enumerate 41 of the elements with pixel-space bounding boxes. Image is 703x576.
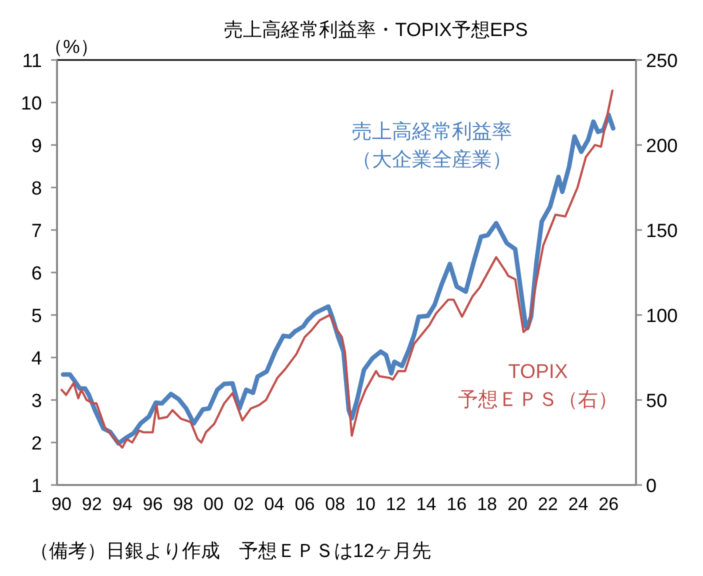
y-axis-title: （%）	[44, 37, 99, 58]
x-tick-label: 10	[355, 494, 376, 514]
x-tick-label: 90	[52, 494, 72, 514]
x-tick-label: 12	[386, 494, 406, 514]
x-tick-label: 14	[416, 494, 436, 514]
y2-tick-label: 100	[646, 306, 678, 327]
x-tick-label: 00	[204, 494, 224, 514]
y-tick-label: 3	[31, 391, 42, 412]
x-tick-label: 20	[507, 494, 528, 514]
y-tick-label: 6	[31, 264, 42, 284]
x-tick-label: 04	[264, 494, 284, 514]
y-tick-label: 10	[20, 94, 42, 114]
y-tick-label: 11	[22, 51, 42, 72]
x-tick-label: 16	[446, 494, 467, 514]
text: TOPIX予想ＥＰＳ（右）	[458, 361, 618, 411]
y2-tick-label: 200	[646, 136, 678, 157]
y-tick-label: 9	[31, 136, 42, 157]
x-tick-label: 94	[112, 494, 132, 514]
y-tick-label: 2	[31, 434, 42, 454]
text: 売上高経常利益率（大企業全産業）	[352, 120, 512, 171]
chart-title: 売上高経常利益率・TOPIX予想EPS	[224, 19, 528, 41]
y2-tick-label: 150	[646, 221, 678, 242]
x-tick-label: 96	[142, 494, 163, 514]
x-tick-label: 24	[568, 494, 588, 514]
y2-tick-label: 250	[646, 51, 678, 72]
x-tick-label: 92	[82, 494, 102, 514]
x-tick-label: 22	[538, 494, 558, 514]
y-tick-label: 8	[31, 178, 42, 200]
x-tick-label: 18	[477, 494, 498, 514]
x-tick-label: 08	[325, 494, 346, 514]
x-tick-label: 06	[294, 494, 315, 514]
y-tick-label: 5	[31, 306, 42, 327]
x-tick-label: 02	[234, 494, 254, 514]
y2-tick-label: 0	[646, 476, 657, 497]
y-tick-label: 1	[31, 476, 42, 497]
y2-tick-label: 50	[646, 391, 668, 412]
y-tick-label: 7	[31, 221, 42, 242]
x-tick-label: 98	[173, 494, 194, 514]
x-tick-label: 26	[598, 494, 619, 514]
text: （備考）日銀より作成 予想ＥＰＳは12ヶ月先	[30, 541, 432, 562]
y-tick-label: 4	[31, 348, 42, 370]
